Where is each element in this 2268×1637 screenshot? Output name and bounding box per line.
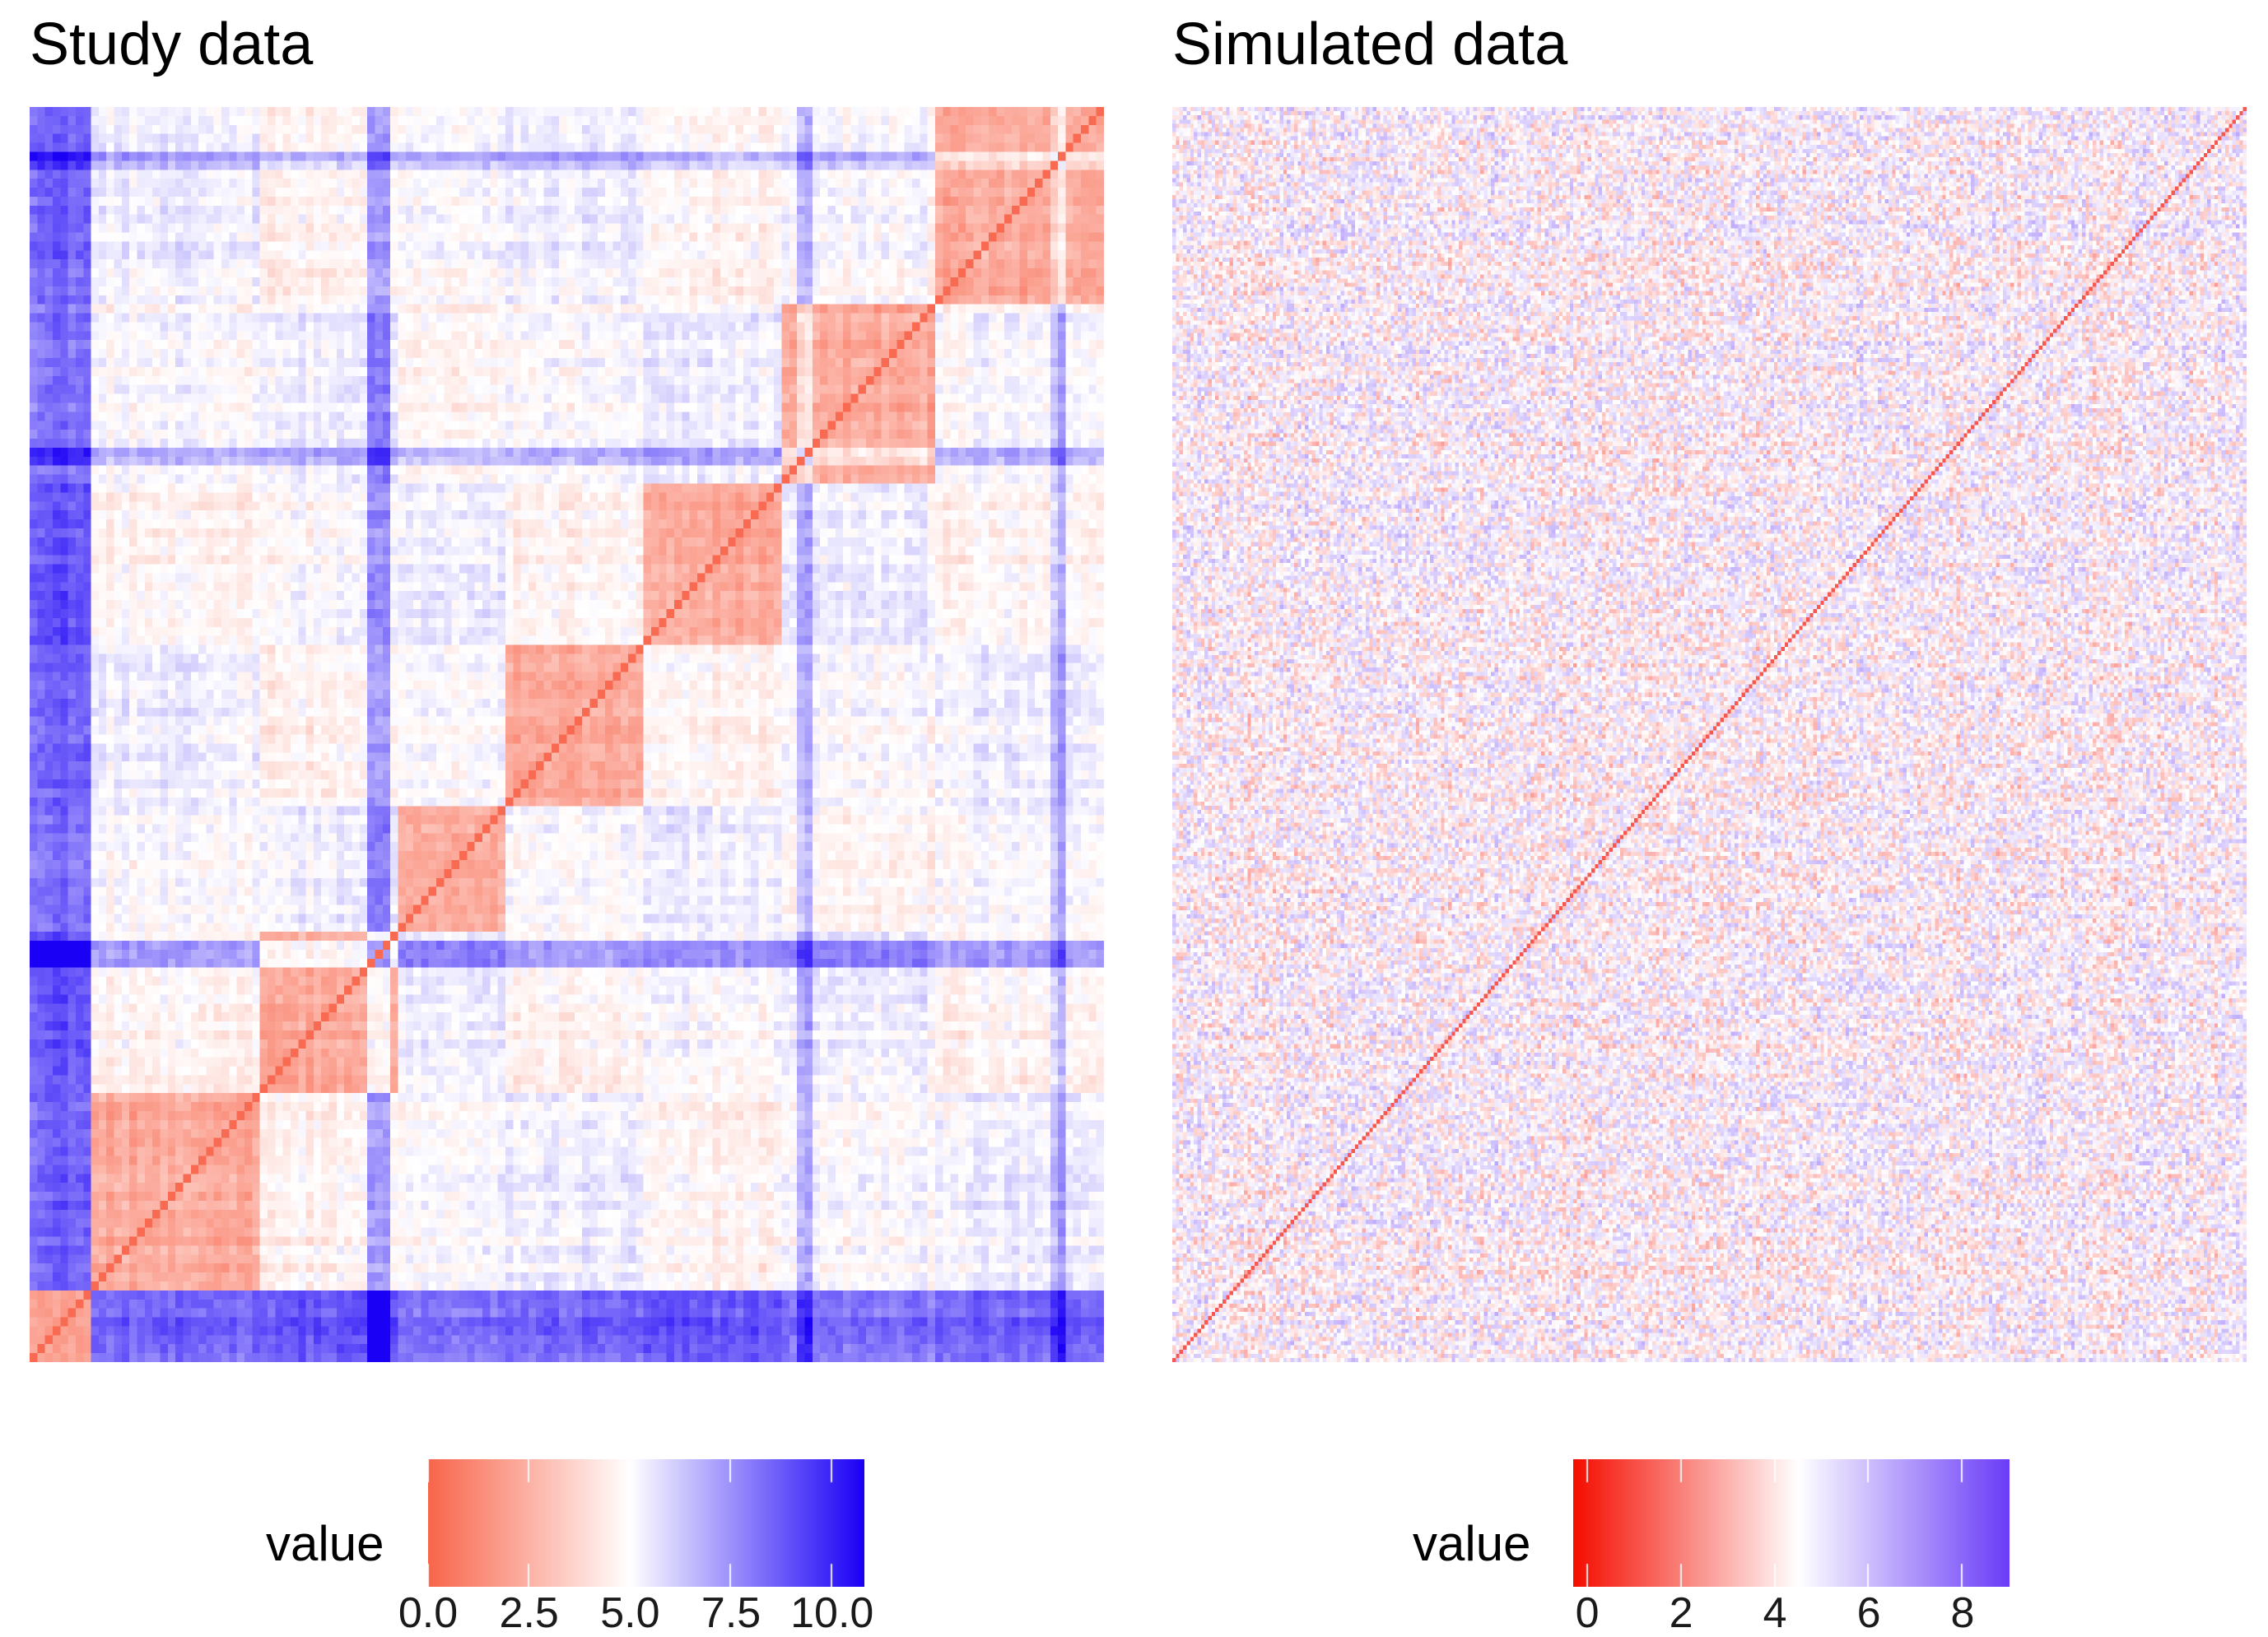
study-tick-label: 10.0 bbox=[790, 1589, 874, 1637]
study-tick-label: 0.0 bbox=[398, 1589, 459, 1637]
study-heatmap bbox=[30, 107, 1104, 1362]
study-colorbar bbox=[428, 1459, 864, 1587]
study-panel-title: Study data bbox=[30, 12, 314, 77]
simulated-tick-label: 2 bbox=[1669, 1589, 1693, 1637]
simulated-tick-label: 4 bbox=[1763, 1589, 1787, 1637]
simulated-colorbar bbox=[1573, 1459, 2010, 1587]
study-tick-label: 5.0 bbox=[600, 1589, 660, 1637]
simulated-panel-title: Simulated data bbox=[1172, 12, 1568, 77]
simulated-legend-title: value bbox=[1413, 1516, 1531, 1571]
simulated-tick-label: 8 bbox=[1950, 1589, 1975, 1637]
study-tick-label: 2.5 bbox=[499, 1589, 559, 1637]
simulated-tick-label: 6 bbox=[1856, 1589, 1881, 1637]
simulated-tick-label: 0 bbox=[1575, 1589, 1600, 1637]
study-legend-title: value bbox=[266, 1516, 384, 1571]
simulated-heatmap bbox=[1172, 107, 2247, 1362]
study-tick-label: 7.5 bbox=[701, 1589, 761, 1637]
